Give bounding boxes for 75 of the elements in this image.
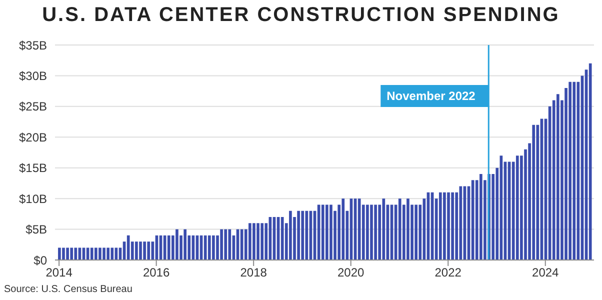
bar (139, 242, 142, 260)
bar (280, 217, 284, 260)
x-tick-label: 2014 (46, 266, 73, 280)
bar (135, 242, 138, 260)
bar (572, 82, 576, 260)
bar (297, 210, 300, 260)
bar (398, 198, 402, 260)
x-tick-label: 2016 (142, 266, 170, 280)
bar (568, 82, 572, 260)
bar (342, 198, 345, 260)
bar (228, 229, 232, 260)
bar (382, 198, 386, 260)
bar (62, 248, 65, 260)
bar (532, 124, 536, 260)
bar (305, 210, 308, 260)
bar (256, 223, 260, 260)
bar (66, 248, 69, 260)
bar (147, 242, 150, 260)
bar (74, 248, 78, 260)
bar (90, 248, 94, 260)
bar (106, 248, 110, 260)
bar (451, 192, 454, 260)
chart-title: U.S. DATA CENTER CONSTRUCTION SPENDING (41, 4, 561, 27)
y-tick-label: $15B (18, 161, 47, 176)
bar (224, 229, 228, 260)
bar (70, 248, 74, 260)
source-note: Source: U.S. Census Bureau (4, 284, 132, 295)
bar (204, 235, 207, 260)
bar (370, 204, 373, 260)
bar (480, 174, 482, 260)
bar (330, 204, 332, 260)
bar (126, 235, 130, 260)
bar (143, 242, 146, 260)
bar (94, 248, 98, 260)
bar (167, 235, 170, 260)
bar (220, 229, 223, 260)
y-tick-label: $10B (18, 192, 47, 206)
y-tick-label: $5B (26, 222, 47, 237)
bar (414, 204, 418, 260)
bar (208, 235, 211, 260)
bar (374, 204, 377, 260)
y-tick-label: $20B (18, 130, 47, 144)
bar (438, 192, 442, 260)
bar (184, 229, 186, 260)
bar (248, 223, 252, 260)
bar (321, 204, 324, 260)
bar (556, 94, 560, 260)
bar (252, 223, 256, 260)
bar (301, 210, 304, 260)
bar (588, 63, 592, 260)
bar (459, 186, 462, 260)
bar (443, 192, 446, 260)
bar (406, 198, 410, 260)
bar (366, 204, 369, 260)
x-tick-label: 2020 (337, 266, 365, 280)
bar (326, 204, 328, 260)
bar (212, 235, 215, 260)
y-tick-label: $30B (18, 68, 47, 83)
y-tick-label: $25B (18, 100, 47, 114)
bar (58, 248, 61, 260)
bar (516, 156, 519, 260)
bar (260, 223, 264, 260)
bar (176, 229, 178, 260)
y-tick-label: $35B (18, 38, 47, 52)
bar (110, 248, 114, 260)
bar (447, 192, 450, 260)
bar (358, 198, 361, 260)
bar (98, 248, 102, 260)
x-tick-label: 2018 (240, 266, 268, 280)
bar (102, 248, 106, 260)
y-tick-label: $0 (34, 253, 48, 268)
x-tick-label: 2022 (434, 266, 462, 280)
ref-line-label: November 2022 (386, 89, 476, 103)
x-tick-label: 2024 (532, 266, 560, 280)
bar (289, 210, 292, 260)
